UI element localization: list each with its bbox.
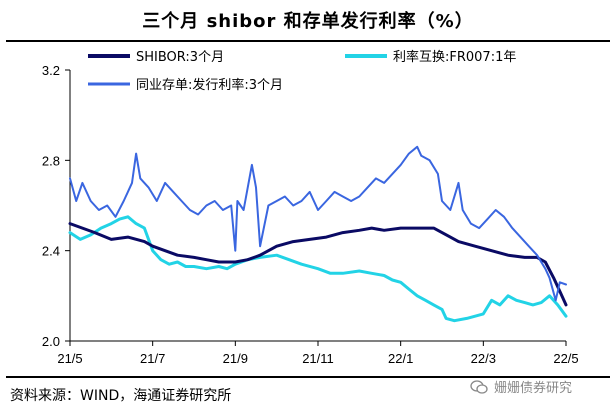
chart-title-bar: 三个月 shibor 和存单发行利率（%） <box>0 0 616 40</box>
y-tick-label: 2.4 <box>42 244 60 259</box>
series-line-2 <box>69 145 567 302</box>
wechat-icon <box>470 379 488 394</box>
y-tick-label: 2.0 <box>42 334 60 349</box>
x-tick-label: 21/11 <box>302 351 334 366</box>
axes: 2.0 2.4 2.8 3.2 21/5 21/7 21/9 21/11 22/1 22/3 22/… <box>42 63 579 366</box>
series-line-1 <box>68 215 568 323</box>
x-tick-label: 21/7 <box>140 351 165 366</box>
y-tick-label: 3.2 <box>42 63 60 78</box>
legend-label-2: 同业存单:发行利率:3个月 <box>136 77 283 93</box>
chart-svg: 2.0 2.4 2.8 3.2 21/5 21/7 21/9 21/11 22/1 22/3 22/… <box>42 49 579 366</box>
title-rule-top <box>6 40 610 42</box>
series-layer <box>68 145 568 323</box>
source-note: 资料来源：WIND，海通证券研究所 <box>10 388 232 404</box>
y-tick-label: 2.8 <box>42 153 60 168</box>
legend-label-0: SHIBOR:3个月 <box>136 50 224 65</box>
x-tick-label: 22/1 <box>388 351 413 366</box>
title-rule-bottom <box>6 376 610 378</box>
x-tick-label: 21/9 <box>223 351 248 366</box>
x-tick-label: 21/5 <box>57 351 82 366</box>
watermark-text: 姗姗债券研究 <box>494 381 573 396</box>
x-tick-label: 22/3 <box>471 351 496 366</box>
x-tick-label: 22/5 <box>553 351 578 366</box>
watermark: 姗姗债券研究 <box>470 377 572 396</box>
legend-label-1: 利率互换:FR007:1年 <box>393 49 516 65</box>
chart-title: 三个月 shibor 和存单发行利率（%） <box>142 11 474 32</box>
series-line-0 <box>68 222 568 307</box>
